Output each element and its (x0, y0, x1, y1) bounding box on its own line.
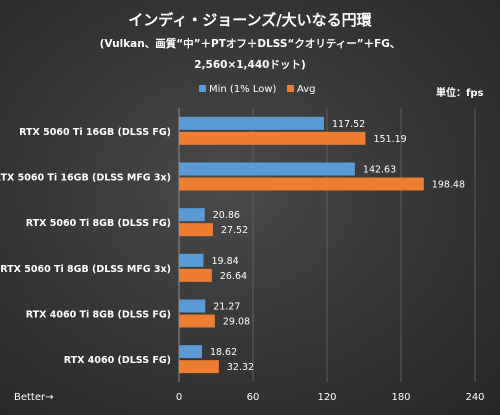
better-label: Better→ (14, 392, 54, 403)
legend-swatch-avg (287, 85, 294, 92)
bar-min (179, 116, 324, 130)
bar-avg (179, 314, 215, 328)
unit-label: 単位：fps (436, 88, 484, 99)
legend-label: Min (1% Low) (209, 84, 277, 95)
x-tick-label: 180 (391, 392, 410, 403)
bar-avg (179, 131, 366, 145)
chart-title: インディ・ジョーンズ/大いなる円環 (128, 11, 372, 29)
category-label: RTX 5060 Ti 8GB (DLSS FG) (26, 218, 171, 229)
category-label: RTX 4060 (DLSS FG) (64, 355, 171, 366)
bar-avg (179, 223, 213, 237)
data-label: 142.63 (363, 165, 396, 176)
legend-swatch-min (199, 85, 206, 92)
data-label: 18.62 (210, 347, 237, 358)
x-tick-label: 120 (317, 392, 336, 403)
bar-min (179, 345, 202, 359)
bar-min (179, 162, 355, 176)
data-label: 32.32 (227, 362, 254, 373)
category-label: RTX 4060 Ti 8GB (DLSS FG) (26, 310, 171, 321)
category-label: RTX 5060 Ti 16GB (DLSS FG) (19, 127, 171, 138)
chart-subtitle-line1: (Vulkan、画質“中”＋PTオフ＋DLSS“クオリティー”＋FG、 (99, 38, 401, 50)
category-label: RTX 5060 Ti 8GB (DLSS MFG 3x) (0, 264, 171, 275)
data-label: 21.27 (213, 302, 240, 313)
bar-min (179, 208, 205, 222)
bar-avg (179, 177, 424, 191)
data-label: 27.52 (221, 225, 248, 236)
legend-label: Avg (297, 84, 316, 95)
bar-min (179, 299, 206, 313)
data-label: 117.52 (332, 119, 365, 130)
chart-subtitle-line2: 2,560×1,440ドット) (194, 59, 306, 71)
data-label: 20.86 (213, 210, 240, 221)
data-label: 151.19 (373, 134, 406, 145)
data-label: 198.48 (432, 180, 465, 191)
data-label: 19.84 (211, 256, 238, 267)
x-tick-label: 60 (247, 392, 260, 403)
data-label: 26.64 (220, 271, 247, 282)
bar-avg (179, 268, 212, 282)
x-tick-label: 240 (465, 392, 484, 403)
bar-min (179, 253, 204, 267)
bar-avg (179, 360, 219, 374)
data-label: 29.08 (223, 317, 250, 328)
x-tick-label: 0 (176, 392, 182, 403)
category-label: RTX 5060 Ti 16GB (DLSS MFG 3x) (0, 173, 171, 184)
